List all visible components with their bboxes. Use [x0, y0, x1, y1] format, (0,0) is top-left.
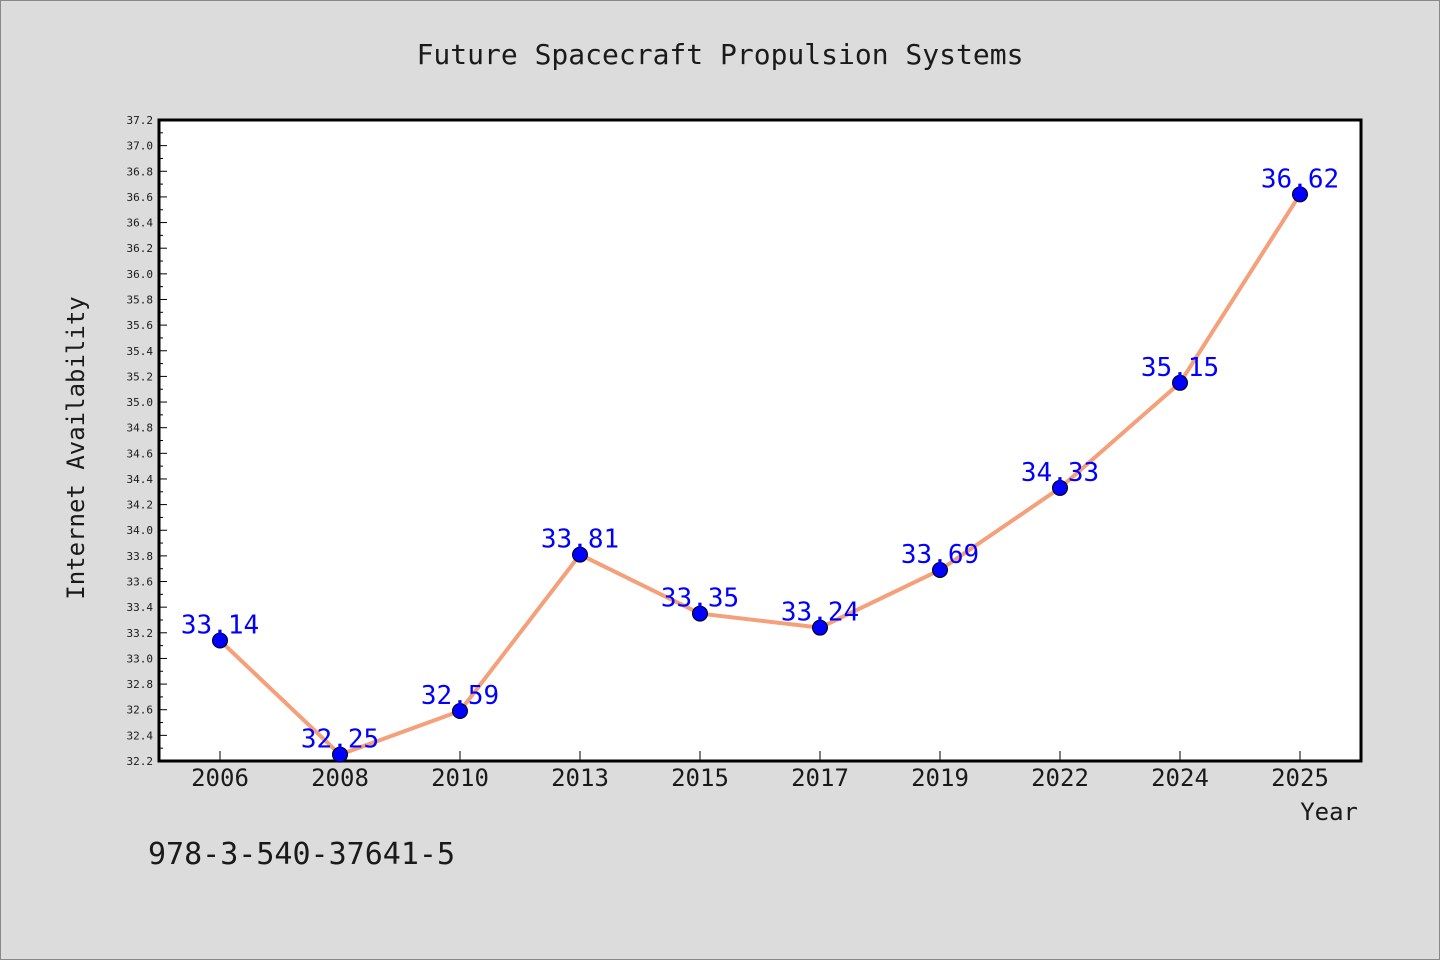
- data-point: [1172, 374, 1188, 391]
- series-line: [218, 192, 1302, 757]
- y-tick-label: 35.6: [127, 319, 154, 332]
- y-tick-label: 32.2: [127, 755, 154, 768]
- data-label: 32.25: [301, 725, 379, 755]
- data-point: [692, 605, 708, 622]
- y-tick-label: 34.2: [127, 499, 154, 512]
- y-tick-label: 36.2: [127, 242, 154, 255]
- series-group: 33.14 32.25 32.59 33.81 33.35 33.24 33.69 34.33…: [181, 164, 1339, 763]
- data-label: 35.15: [1141, 353, 1219, 383]
- y-tick-label: 35.8: [127, 293, 154, 306]
- y-tick-label: 32.4: [127, 729, 154, 742]
- y-tick-label: 35.4: [127, 345, 154, 358]
- x-tick-label: 2024: [1151, 764, 1209, 792]
- y-axis-ticks: 32.2 32.4 32.6 32.8 33.0 33.2 33.4 33.6 33.8 34.0…: [127, 114, 167, 768]
- y-tick-label: 36.6: [127, 191, 154, 204]
- y-tick-label: 33.6: [127, 576, 154, 589]
- x-tick-label: 2025: [1271, 764, 1329, 792]
- x-tick-label: 2019: [911, 764, 969, 792]
- y-tick-label: 36.4: [127, 217, 154, 230]
- plot-area: [159, 120, 1361, 761]
- y-tick-label: 34.6: [127, 447, 154, 460]
- x-tick-label: 2022: [1031, 764, 1089, 792]
- isbn-text: 978-3-540-37641-5: [148, 837, 455, 872]
- data-point: [452, 703, 468, 720]
- x-tick-label: 2006: [191, 764, 249, 792]
- data-point: [812, 619, 828, 636]
- data-label: 33.14: [181, 610, 259, 640]
- plot-frame: [157, 118, 1363, 763]
- data-label: 36.62: [1261, 164, 1339, 194]
- data-label: 34.33: [1021, 458, 1099, 488]
- x-axis-ticks: 2006 2008 2010 2013 2015 2017 2019 2022 2024 2025: [191, 751, 1329, 792]
- data-label: 33.81: [541, 525, 619, 555]
- y-tick-label: 32.8: [127, 678, 154, 691]
- x-tick-label: 2008: [311, 764, 369, 792]
- data-label: 33.69: [901, 540, 979, 570]
- data-label: 33.35: [661, 584, 739, 614]
- y-tick-label: 36.0: [127, 268, 154, 281]
- y-tick-label: 34.4: [127, 473, 154, 486]
- y-tick-label: 35.2: [127, 370, 154, 383]
- data-point: [332, 746, 348, 763]
- x-tick-label: 2015: [671, 764, 729, 792]
- y-tick-label: 33.8: [127, 550, 154, 563]
- x-tick-label: 2013: [551, 764, 609, 792]
- data-point: [572, 546, 588, 563]
- y-tick-label: 37.2: [127, 114, 154, 127]
- y-tick-label: 33.4: [127, 601, 154, 614]
- y-tick-label: 37.0: [127, 140, 154, 153]
- y-tick-label: 33.2: [127, 627, 154, 640]
- x-tick-label: 2010: [431, 764, 489, 792]
- x-tick-label: 2017: [791, 764, 849, 792]
- data-point: [1052, 479, 1068, 496]
- y-tick-label: 32.6: [127, 704, 154, 717]
- y-axis-label: Internet Availability: [62, 296, 90, 599]
- data-label: 32.59: [421, 681, 499, 711]
- x-axis-label: Year: [1300, 798, 1358, 826]
- y-tick-label: 34.0: [127, 524, 154, 537]
- y-tick-label: 33.0: [127, 652, 154, 665]
- y-tick-label: 35.0: [127, 396, 154, 409]
- chart-title: Future Spacecraft Propulsion Systems: [417, 38, 1024, 71]
- y-tick-label: 34.8: [127, 422, 154, 435]
- data-label: 33.24: [781, 598, 859, 628]
- data-point: [932, 561, 948, 578]
- data-point: [1292, 186, 1308, 203]
- y-tick-label: 36.8: [127, 165, 154, 178]
- data-point: [212, 632, 228, 649]
